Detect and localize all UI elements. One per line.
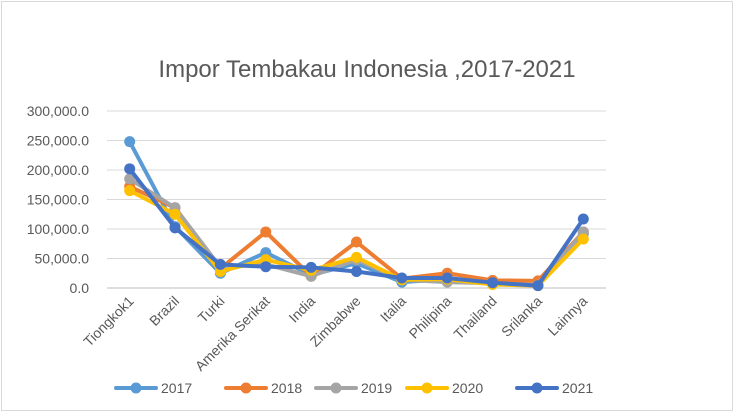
data-point (577, 213, 589, 225)
data-point (351, 265, 362, 277)
legend-swatch-marker (421, 382, 433, 394)
data-point (124, 136, 136, 148)
data-point (169, 208, 181, 220)
legend-label: 2019 (361, 380, 392, 396)
y-tick-label: 100,000.0 (27, 221, 89, 237)
x-tick-label: India (285, 293, 318, 326)
legend-swatch-marker (130, 382, 142, 394)
y-tick-label: 0.0 (70, 280, 90, 296)
legend-label: 2017 (161, 380, 192, 396)
y-tick-label: 150,000.0 (27, 192, 89, 208)
gridlines (107, 110, 606, 289)
y-tick-label: 250,000.0 (27, 133, 89, 149)
data-point (532, 280, 544, 292)
data-point (487, 277, 499, 289)
y-tick-label: 300,000.0 (27, 103, 89, 119)
x-tick-label: Philipina (406, 293, 455, 342)
legend-swatch-marker (531, 382, 543, 394)
x-tick-label: Thailand (450, 293, 499, 342)
data-point (441, 272, 453, 284)
data-point (124, 163, 136, 175)
x-tick-label: Turki (195, 293, 228, 326)
data-point (214, 258, 226, 270)
data-point (305, 261, 317, 273)
x-tick-label: Brazil (146, 293, 182, 329)
y-tick-label: 50,000.0 (35, 251, 90, 267)
legend-label: 2018 (271, 380, 302, 396)
x-tick-label: Srilanka (498, 293, 545, 340)
legend-label: 2020 (452, 380, 483, 396)
y-tick-label: 200,000.0 (27, 162, 89, 178)
x-tick-label: Italia (377, 293, 409, 325)
legend-label: 2021 (562, 380, 593, 396)
data-point (169, 222, 181, 234)
data-point (396, 272, 408, 284)
y-axis-ticks: 0.0 50,000.0 100,000.0 150,000.0 200,000.0 25… (27, 103, 90, 296)
data-point (124, 185, 136, 197)
chart-title: Impor Tembakau Indonesia ,2017-2021 (158, 56, 575, 83)
data-point (577, 233, 589, 245)
x-tick-label: Lainnya (544, 293, 590, 339)
data-point (124, 173, 136, 185)
series-lines (124, 136, 589, 292)
data-point (260, 261, 272, 273)
x-tick-label: Tiongkok1 (80, 293, 137, 350)
data-point (351, 236, 362, 248)
legend-swatch-marker (240, 382, 252, 394)
data-point (260, 226, 272, 238)
legend-swatch-marker (330, 382, 342, 394)
data-point (351, 251, 362, 263)
legend: 2017 2018 2019 2020 2021 (114, 380, 593, 396)
